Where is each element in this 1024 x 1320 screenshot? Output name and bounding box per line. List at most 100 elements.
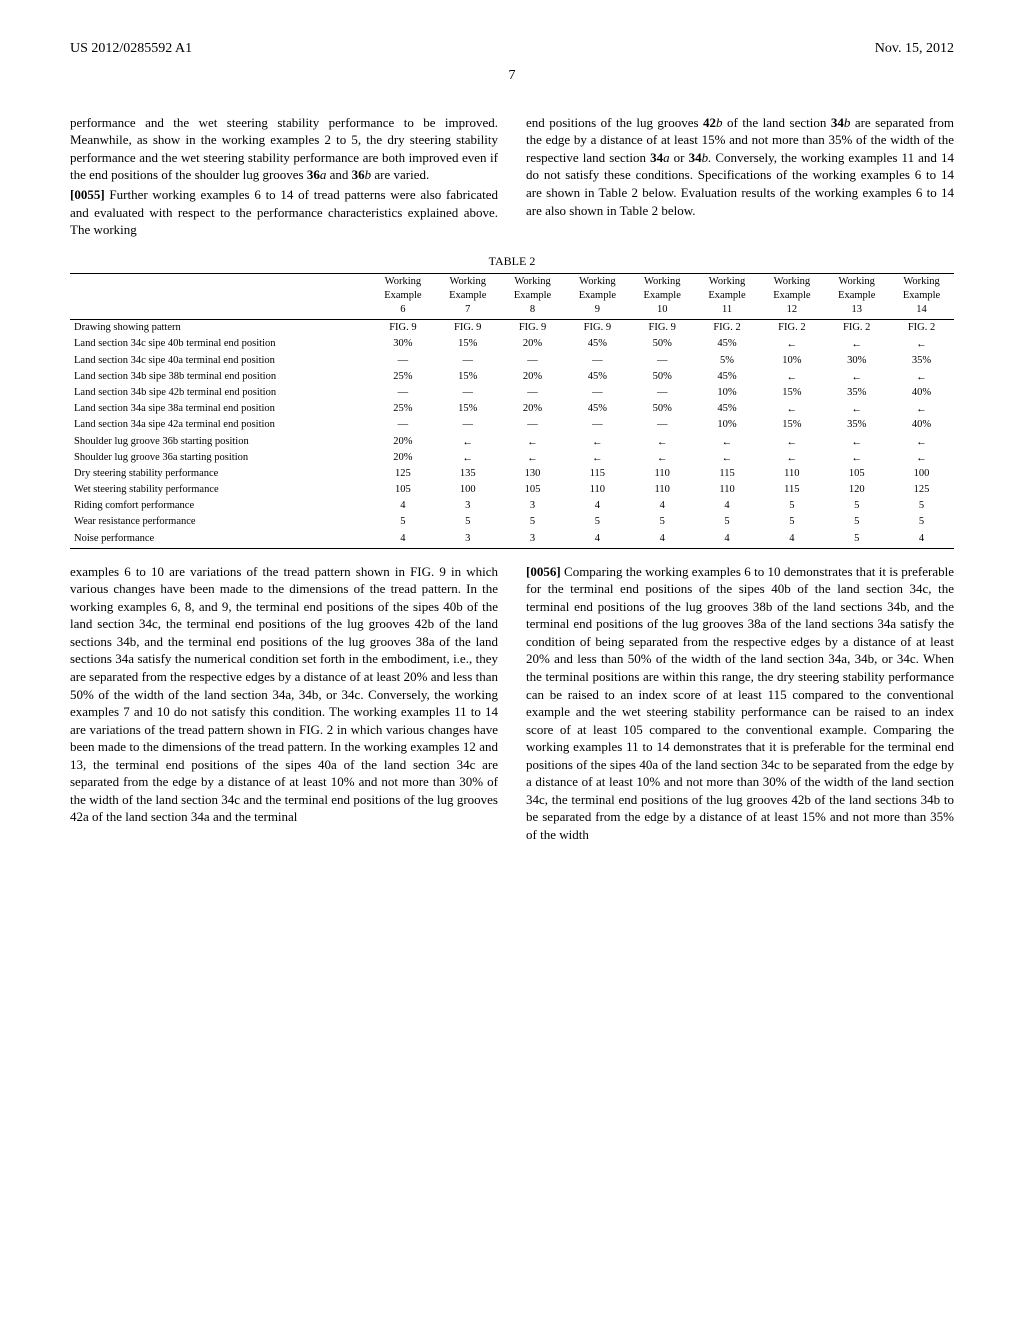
- table-col-header: WorkingExample10: [630, 273, 695, 320]
- table-2-block: TABLE 2 WorkingExample6WorkingExample7Wo…: [70, 253, 954, 549]
- table-cell: —: [435, 353, 500, 369]
- table-cell: —: [500, 353, 565, 369]
- body-columns: performance and the wet steering stabili…: [70, 114, 954, 844]
- table-cell: —: [630, 353, 695, 369]
- table-row: Riding comfort performance433444555: [70, 498, 954, 514]
- table-row: Land section 34b sipe 38b terminal end p…: [70, 369, 954, 385]
- paragraph-0056: [0056] Comparing the working examples 6 …: [526, 563, 954, 844]
- publication-number: US 2012/0285592 A1: [70, 40, 192, 59]
- table-2: WorkingExample6WorkingExample7WorkingExa…: [70, 273, 954, 549]
- table-cell: —: [565, 417, 630, 433]
- table-cell: ←: [889, 369, 954, 385]
- table-col-header: [70, 273, 370, 320]
- table-cell: 5: [824, 531, 889, 549]
- table-cell: ←: [889, 336, 954, 352]
- table-cell: 45%: [695, 369, 760, 385]
- table-cell: —: [630, 417, 695, 433]
- para-number: [0055]: [70, 187, 105, 202]
- table-cell: —: [630, 385, 695, 401]
- table-row: Land section 34c sipe 40a terminal end p…: [70, 353, 954, 369]
- table-cell: 5: [370, 514, 435, 530]
- table-cell: 5: [824, 514, 889, 530]
- table-cell: 50%: [630, 369, 695, 385]
- table-row-label: Land section 34a sipe 42a terminal end p…: [70, 417, 370, 433]
- table-cell: 10%: [695, 385, 760, 401]
- table-cell: ←: [500, 450, 565, 466]
- table-cell: 100: [435, 482, 500, 498]
- table-cell: 5: [435, 514, 500, 530]
- table-cell: 15%: [759, 385, 824, 401]
- table-cell: 5%: [695, 353, 760, 369]
- table-cell: 110: [630, 482, 695, 498]
- table-cell: ←: [630, 450, 695, 466]
- paragraph-continued-1: performance and the wet steering stabili…: [70, 114, 498, 184]
- table-cell: 105: [370, 482, 435, 498]
- table-col-header: WorkingExample7: [435, 273, 500, 320]
- table-cell: 105: [500, 482, 565, 498]
- table-cell: 15%: [435, 369, 500, 385]
- table-cell: 4: [630, 531, 695, 549]
- table-cell: ←: [824, 336, 889, 352]
- table-cell: —: [565, 353, 630, 369]
- table-cell: 3: [500, 498, 565, 514]
- table-cell: 4: [759, 531, 824, 549]
- table-cell: 25%: [370, 369, 435, 385]
- table-row: Land section 34b sipe 42b terminal end p…: [70, 385, 954, 401]
- table-cell: 3: [435, 531, 500, 549]
- table-cell: ←: [565, 434, 630, 450]
- table-cell: 125: [889, 482, 954, 498]
- table-cell: 4: [695, 531, 760, 549]
- table-cell: 10%: [759, 353, 824, 369]
- table-cell: ←: [759, 401, 824, 417]
- table-cell: —: [370, 353, 435, 369]
- table-row: Land section 34a sipe 38a terminal end p…: [70, 401, 954, 417]
- table-row-label: Wear resistance performance: [70, 514, 370, 530]
- table-col-header: WorkingExample8: [500, 273, 565, 320]
- table-cell: 15%: [435, 336, 500, 352]
- table-cell: —: [435, 417, 500, 433]
- table-cell: 4: [370, 498, 435, 514]
- table-row-label: Land section 34b sipe 42b terminal end p…: [70, 385, 370, 401]
- table-col-header: WorkingExample12: [759, 273, 824, 320]
- table-cell: FIG. 9: [565, 320, 630, 337]
- table-cell: 30%: [370, 336, 435, 352]
- table-cell: 4: [565, 531, 630, 549]
- table-cell: 35%: [889, 353, 954, 369]
- page-header: US 2012/0285592 A1 Nov. 15, 2012: [70, 40, 954, 59]
- table-cell: 35%: [824, 417, 889, 433]
- table-col-header: WorkingExample11: [695, 273, 760, 320]
- publication-date: Nov. 15, 2012: [875, 40, 954, 59]
- table-cell: ←: [695, 450, 760, 466]
- table-cell: ←: [824, 401, 889, 417]
- table-cell: 110: [759, 466, 824, 482]
- table-row-label: Shoulder lug groove 36a starting positio…: [70, 450, 370, 466]
- table-cell: FIG. 9: [435, 320, 500, 337]
- table-cell: 5: [500, 514, 565, 530]
- table-cell: 50%: [630, 401, 695, 417]
- table-cell: 20%: [370, 450, 435, 466]
- table-cell: 5: [759, 514, 824, 530]
- table-cell: 120: [824, 482, 889, 498]
- table-cell: ←: [759, 336, 824, 352]
- table-cell: 4: [889, 531, 954, 549]
- table-cell: FIG. 2: [824, 320, 889, 337]
- table-cell: 125: [370, 466, 435, 482]
- table-cell: 15%: [435, 401, 500, 417]
- table-cell: —: [435, 385, 500, 401]
- table-cell: ←: [759, 434, 824, 450]
- table-col-header: WorkingExample6: [370, 273, 435, 320]
- table-cell: 45%: [565, 336, 630, 352]
- table-cell: 4: [370, 531, 435, 549]
- table-cell: 50%: [630, 336, 695, 352]
- table-cell: 30%: [824, 353, 889, 369]
- table-cell: 5: [565, 514, 630, 530]
- table-row-label: Wet steering stability performance: [70, 482, 370, 498]
- table-cell: 115: [695, 466, 760, 482]
- table-cell: —: [500, 417, 565, 433]
- table-cell: ←: [565, 450, 630, 466]
- table-cell: 45%: [695, 336, 760, 352]
- table-row-label: Dry steering stability performance: [70, 466, 370, 482]
- table-cell: 3: [500, 531, 565, 549]
- table-cell: FIG. 2: [695, 320, 760, 337]
- table-row: Land section 34c sipe 40b terminal end p…: [70, 336, 954, 352]
